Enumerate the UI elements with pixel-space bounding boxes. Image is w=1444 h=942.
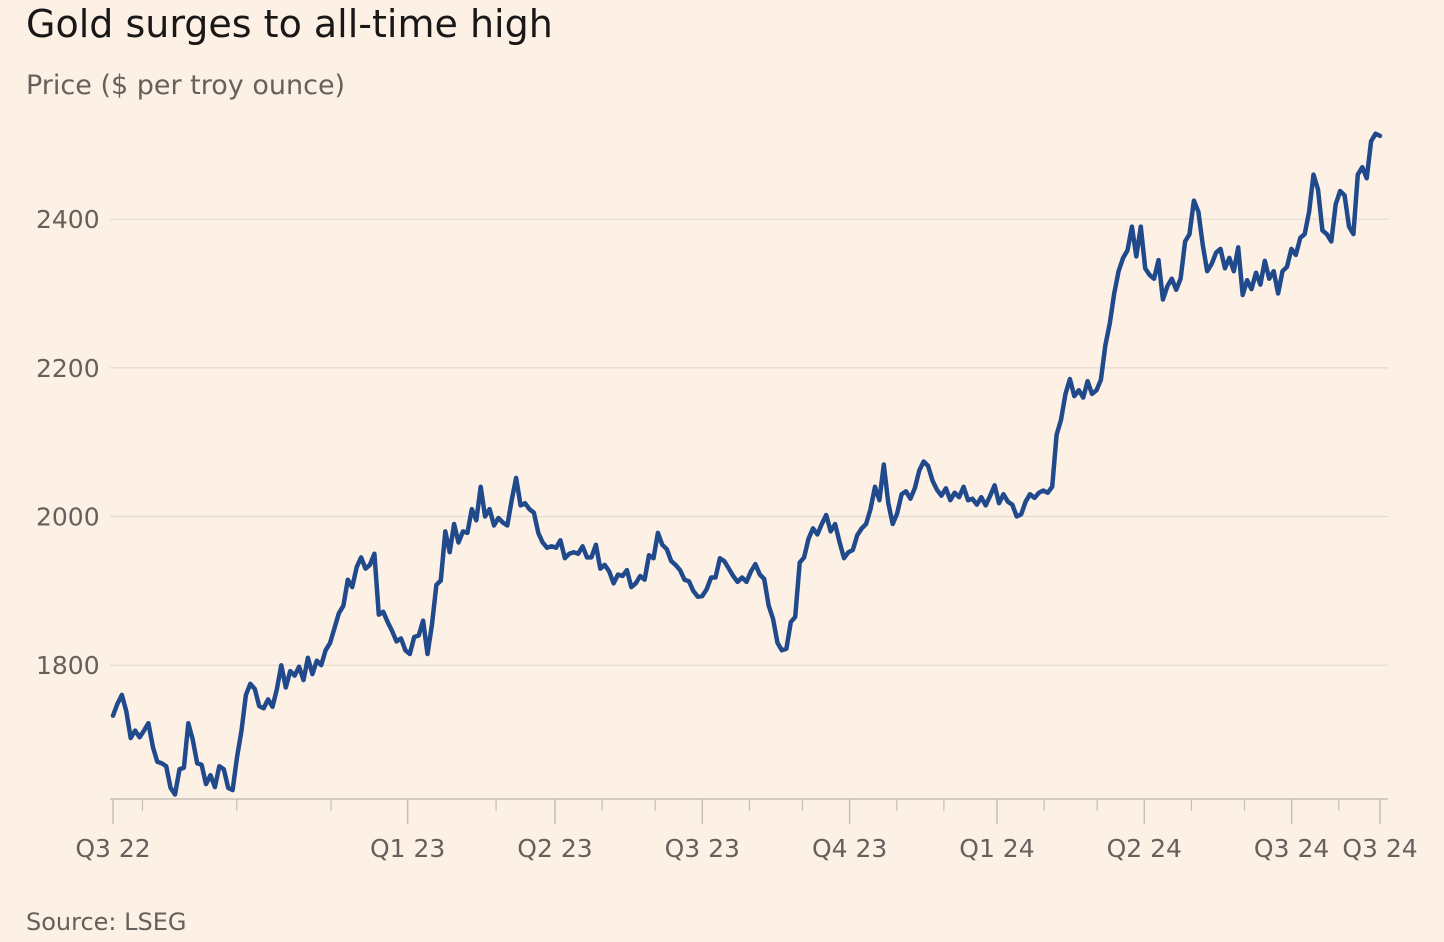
x-tick-label-2: Q2 23 <box>517 834 592 863</box>
x-axis-ticks <box>112 799 1381 824</box>
y-tick-label-2200: 2200 <box>36 354 100 383</box>
x-tick-label-4: Q4 23 <box>812 834 887 863</box>
source-note: Source: LSEG <box>26 908 187 936</box>
y-tick-label-1800: 1800 <box>36 651 100 680</box>
series-line-gold-price <box>110 131 1383 797</box>
y-tick-label-2000: 2000 <box>36 503 100 532</box>
y-tick-label-2400: 2400 <box>36 205 100 234</box>
gridlines <box>110 218 1388 666</box>
x-tick-label-0: Q3 22 <box>75 834 150 863</box>
chart-title: Gold surges to all-time high <box>26 2 553 46</box>
x-tick-label-5: Q1 24 <box>959 834 1034 863</box>
x-tick-label-6: Q2 24 <box>1107 834 1182 863</box>
x-tick-label-1: Q1 23 <box>370 834 445 863</box>
y-axis-tick-labels: 1800 2000 2200 2400 <box>36 205 100 680</box>
chart-subtitle: Price ($ per troy ounce) <box>26 70 346 101</box>
x-tick-label-3: Q3 23 <box>665 834 740 863</box>
x-tick-label-7: Q3 24 <box>1254 834 1329 863</box>
x-axis-tick-labels: Q3 22 Q1 23 Q2 23 Q3 23 Q4 23 Q1 24 Q2 24 Q3 24… <box>75 834 1417 863</box>
x-tick-label-8: Q3 24 <box>1342 834 1417 863</box>
